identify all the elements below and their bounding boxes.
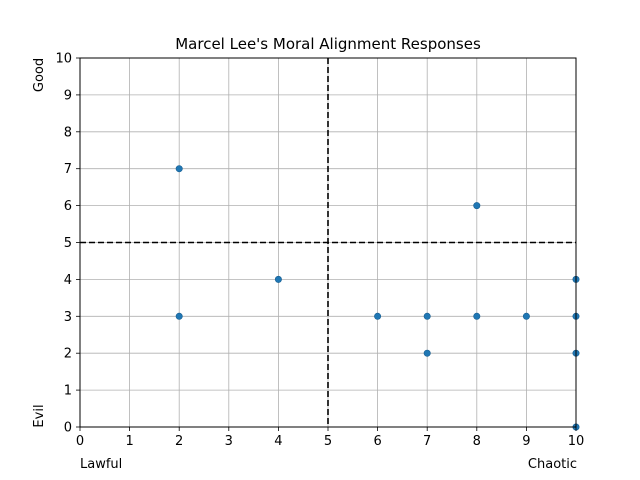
y-tick-label: 5: [64, 236, 72, 251]
reference-lines: [80, 58, 576, 427]
data-point: [175, 312, 183, 320]
x-axis-high-label: Chaotic: [528, 457, 577, 472]
x-tick-label: 4: [274, 434, 282, 449]
y-tick-label: 6: [64, 199, 72, 214]
y-tick-label: 0: [64, 421, 72, 436]
x-tick-label: 6: [373, 434, 381, 449]
y-tick-label: 4: [64, 273, 72, 288]
chart-title: Marcel Lee's Moral Alignment Responses: [175, 35, 481, 53]
y-tick-label: 7: [64, 162, 72, 177]
data-point: [473, 312, 481, 320]
x-axis-low-label: Lawful: [80, 457, 122, 472]
y-tick-label: 1: [64, 384, 72, 399]
y-axis-low-label: Evil: [32, 404, 47, 427]
axis-ticks: 0 1 2 3 4 5 6 7 8 9 10 0 1 2 3 4 5 6 7 8 9 10: [55, 52, 584, 450]
y-tick-label: 10: [55, 52, 72, 67]
x-tick-label: 5: [324, 434, 332, 449]
data-point: [374, 312, 382, 320]
data-point: [423, 312, 431, 320]
y-tick-label: 8: [64, 125, 72, 140]
data-point: [473, 202, 481, 210]
x-tick-label: 7: [423, 434, 431, 449]
x-tick-label: 2: [175, 434, 183, 449]
data-point: [175, 165, 183, 173]
data-point: [274, 275, 282, 283]
x-tick-label: 10: [568, 434, 585, 449]
y-axis-high-label: Good: [32, 58, 47, 92]
x-tick-label: 1: [125, 434, 133, 449]
x-tick-label: 0: [76, 434, 84, 449]
x-tick-label: 9: [522, 434, 530, 449]
x-tick-label: 3: [225, 434, 233, 449]
y-tick-label: 9: [64, 88, 72, 103]
data-point: [423, 349, 431, 357]
y-tick-label: 2: [64, 347, 72, 362]
x-tick-label: 8: [473, 434, 481, 449]
data-point: [522, 312, 530, 320]
y-tick-label: 3: [64, 310, 72, 325]
